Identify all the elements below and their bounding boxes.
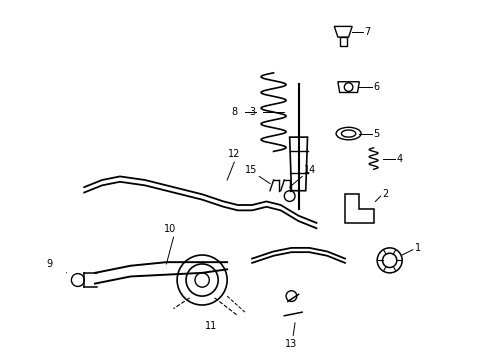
Text: 5: 5 (373, 129, 380, 139)
Text: 1: 1 (415, 243, 421, 253)
Text: 4: 4 (397, 154, 403, 163)
Text: 11: 11 (205, 321, 217, 331)
Text: 9: 9 (46, 259, 52, 269)
Text: 6: 6 (373, 82, 380, 92)
Text: 7: 7 (365, 27, 371, 37)
Text: 14: 14 (304, 165, 316, 175)
Text: 10: 10 (164, 224, 176, 234)
Text: 12: 12 (228, 149, 241, 158)
Text: 8: 8 (232, 107, 238, 117)
Text: 3: 3 (249, 107, 256, 117)
Text: 13: 13 (285, 339, 297, 349)
Text: 2: 2 (383, 189, 389, 199)
Text: 15: 15 (245, 165, 258, 175)
